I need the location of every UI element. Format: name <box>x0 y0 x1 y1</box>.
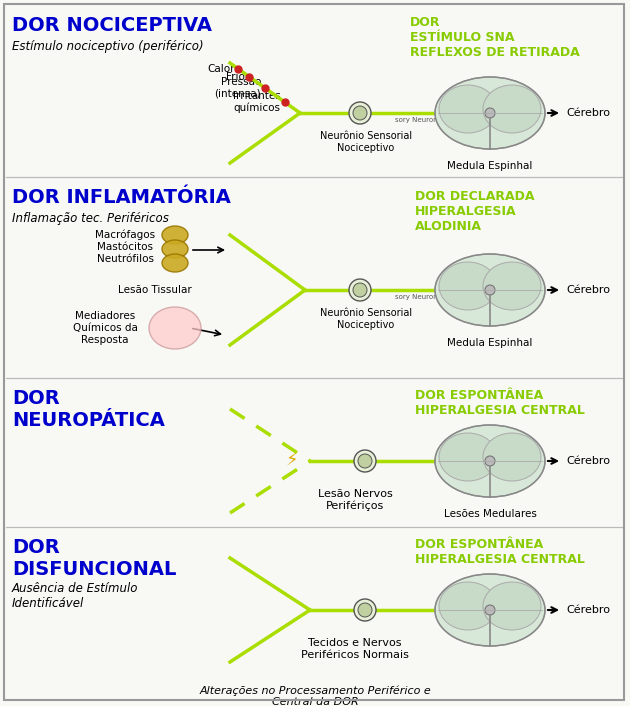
Ellipse shape <box>353 283 367 297</box>
Text: Frio: Frio <box>226 71 245 81</box>
Ellipse shape <box>485 285 495 295</box>
Text: DOR
NEUROPÁTICA: DOR NEUROPÁTICA <box>12 389 165 430</box>
Text: sory Neuron: sory Neuron <box>395 117 438 123</box>
Ellipse shape <box>483 582 541 630</box>
Ellipse shape <box>354 599 376 621</box>
Ellipse shape <box>358 603 372 617</box>
Text: Medula Espinhal: Medula Espinhal <box>447 161 533 171</box>
Ellipse shape <box>485 108 495 118</box>
Text: Pressão
(intensa): Pressão (intensa) <box>214 77 261 99</box>
Text: Estímulo nociceptivo (periférico): Estímulo nociceptivo (periférico) <box>12 40 203 53</box>
Ellipse shape <box>435 254 545 326</box>
Ellipse shape <box>485 605 495 615</box>
Text: Irritantes
químicos: Irritantes químicos <box>233 91 280 113</box>
Ellipse shape <box>439 582 497 630</box>
Text: Lesão Tissular: Lesão Tissular <box>118 285 192 295</box>
Text: DOR ESPONTÂNEA
HIPERALGESIA CENTRAL: DOR ESPONTÂNEA HIPERALGESIA CENTRAL <box>415 389 585 417</box>
Text: Cérebro: Cérebro <box>566 605 610 615</box>
Ellipse shape <box>435 77 545 149</box>
Ellipse shape <box>483 85 541 133</box>
Text: Cérebro: Cérebro <box>566 108 610 118</box>
Ellipse shape <box>149 307 201 349</box>
Ellipse shape <box>483 262 541 310</box>
Text: Alterações no Processamento Periférico e
Central da DOR: Alterações no Processamento Periférico e… <box>199 685 431 706</box>
Text: DOR INFLAMATÓRIA: DOR INFLAMATÓRIA <box>12 188 231 207</box>
Text: Neurônio Sensorial
Nociceptivo: Neurônio Sensorial Nociceptivo <box>320 308 412 330</box>
Text: DOR
ESTÍMULO SNA
REFLEXOS DE RETIRADA: DOR ESTÍMULO SNA REFLEXOS DE RETIRADA <box>410 16 580 59</box>
Ellipse shape <box>435 425 545 497</box>
Text: DOR
DISFUNCIONAL: DOR DISFUNCIONAL <box>12 538 176 579</box>
Ellipse shape <box>353 106 367 120</box>
Text: Macrófagos
Mastócitos
Neutrófilos: Macrófagos Mastócitos Neutrófilos <box>95 230 155 264</box>
Ellipse shape <box>162 240 188 258</box>
Text: Mediadores
Químicos da
Resposta: Mediadores Químicos da Resposta <box>72 311 137 345</box>
Ellipse shape <box>439 262 497 310</box>
Text: DOR NOCICEPTIVA: DOR NOCICEPTIVA <box>12 16 212 35</box>
Text: ⚡: ⚡ <box>285 452 299 470</box>
Ellipse shape <box>349 102 371 124</box>
Text: Cérebro: Cérebro <box>566 456 610 466</box>
Text: Lesão Nervos
Perifériços: Lesão Nervos Perifériços <box>318 489 392 511</box>
Text: Calor: Calor <box>207 64 234 74</box>
Ellipse shape <box>435 574 545 646</box>
Text: Medula Espinhal: Medula Espinhal <box>447 338 533 348</box>
Ellipse shape <box>162 254 188 272</box>
Text: Ausência de Estímulo
Identificável: Ausência de Estímulo Identificável <box>12 582 139 610</box>
Text: Cérebro: Cérebro <box>566 285 610 295</box>
Text: sory Neuron: sory Neuron <box>395 294 438 300</box>
Ellipse shape <box>483 433 541 481</box>
Ellipse shape <box>349 279 371 301</box>
Text: Inflamação tec. Periféricos: Inflamação tec. Periféricos <box>12 212 169 225</box>
Ellipse shape <box>162 226 188 244</box>
Ellipse shape <box>358 454 372 468</box>
Text: DOR ESPONTÂNEA
HIPERALGESIA CENTRAL: DOR ESPONTÂNEA HIPERALGESIA CENTRAL <box>415 538 585 566</box>
Text: Lesões Medulares: Lesões Medulares <box>444 509 536 519</box>
Text: Neurônio Sensorial
Nociceptivo: Neurônio Sensorial Nociceptivo <box>320 131 412 152</box>
Ellipse shape <box>439 85 497 133</box>
Text: DOR DECLARADA
HIPERALGESIA
ALODINIA: DOR DECLARADA HIPERALGESIA ALODINIA <box>415 190 534 233</box>
Ellipse shape <box>485 456 495 466</box>
Ellipse shape <box>439 433 497 481</box>
Ellipse shape <box>354 450 376 472</box>
Text: Tecidos e Nervos
Periféricos Normais: Tecidos e Nervos Periféricos Normais <box>301 638 409 659</box>
